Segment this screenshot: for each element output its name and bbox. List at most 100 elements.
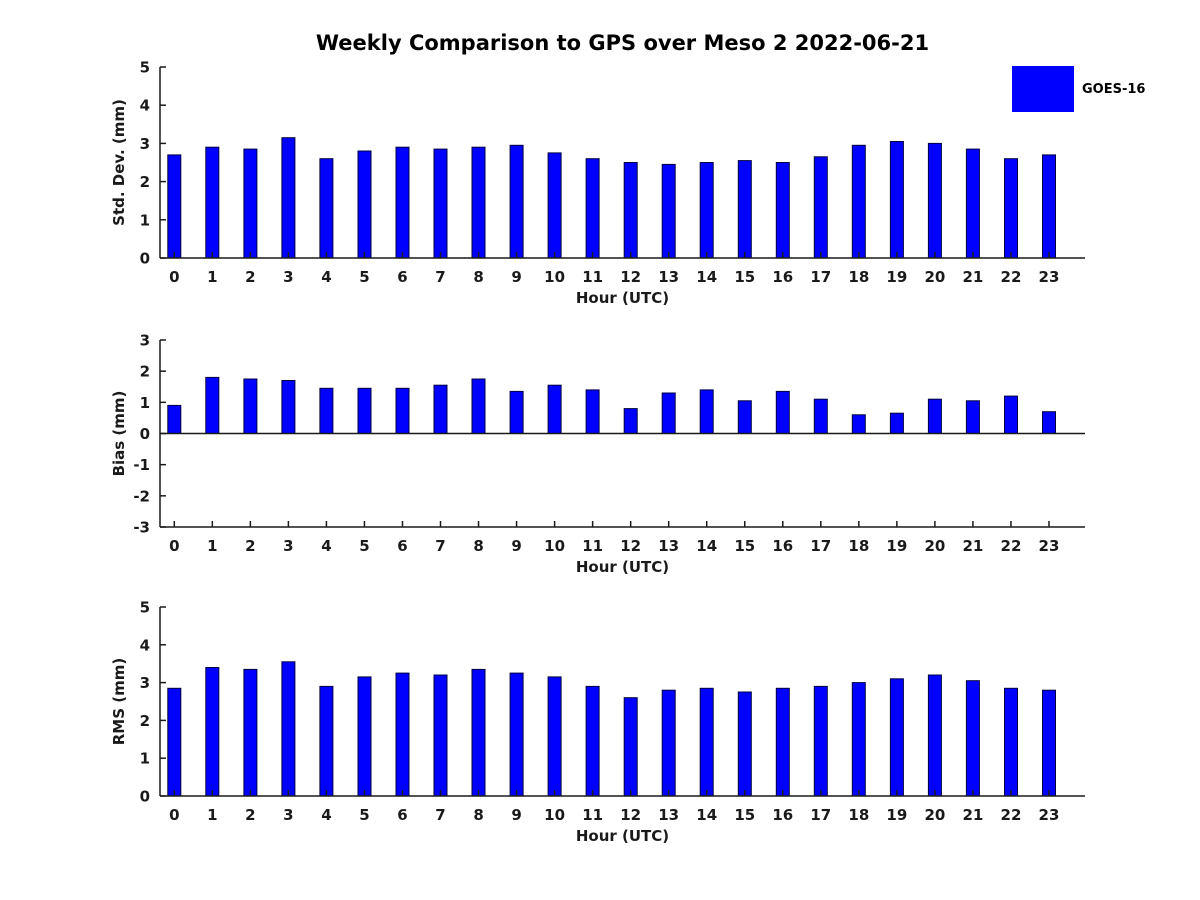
x-tick-label: 9 (511, 537, 521, 555)
rms-bar-0 (167, 687, 182, 797)
x-tick-label: 12 (620, 537, 641, 555)
bias-bar-8 (471, 378, 486, 434)
rms-bar-18 (851, 682, 866, 797)
x-tick-label: 5 (359, 268, 369, 286)
y-tick-label: 1 (140, 394, 150, 412)
x-tick-label: 20 (924, 806, 945, 824)
x-tick-label: 18 (848, 537, 869, 555)
bias-bar-23 (1042, 411, 1056, 435)
y-tick-label: 2 (140, 712, 150, 730)
bias-bar-1 (205, 376, 220, 434)
x-tick-label: 5 (359, 537, 369, 555)
x-tick-label: 1 (207, 537, 217, 555)
x-tick-label: 6 (397, 806, 407, 824)
std-dev-bar-2 (243, 148, 258, 259)
y-tick-label: 2 (140, 173, 150, 191)
std-dev-bar-0 (167, 154, 182, 259)
x-tick-label: 17 (810, 268, 831, 286)
rms-bar-8 (471, 668, 486, 797)
rms-bar-21 (965, 680, 980, 797)
std-dev-bar-22 (1004, 158, 1018, 259)
x-tick-label: 1 (207, 806, 217, 824)
bias-bar-18 (851, 414, 866, 434)
x-tick-label: 2 (245, 537, 255, 555)
y-tick-label: 0 (140, 425, 150, 443)
rms-bar-19 (889, 678, 904, 797)
x-tick-label: 4 (321, 537, 331, 555)
y-axis-label: Std. Dev. (mm) (110, 99, 128, 226)
legend: GOES-16 (1012, 66, 1145, 112)
rms-bar-13 (661, 689, 676, 797)
x-tick-label: 20 (924, 268, 945, 286)
x-tick-label: 22 (1001, 268, 1022, 286)
x-axis-label: Hour (UTC) (576, 558, 669, 576)
y-tick-label: 4 (140, 97, 150, 115)
rms-bar-16 (775, 687, 790, 797)
x-tick-label: 11 (582, 806, 603, 824)
x-tick-label: 23 (1039, 806, 1060, 824)
x-tick-label: 17 (810, 537, 831, 555)
std-dev-bar-15 (737, 160, 752, 259)
bias-bar-11 (585, 389, 600, 434)
y-tick-label: 3 (140, 674, 150, 692)
x-tick-label: 8 (473, 806, 483, 824)
rms-bar-12 (623, 697, 638, 797)
rms-bar-1 (205, 667, 220, 797)
bias-bar-20 (927, 398, 942, 435)
rms-bar-11 (585, 685, 600, 797)
x-tick-label: 7 (435, 537, 445, 555)
std-dev-bar-19 (889, 141, 904, 259)
rms-bar-7 (433, 674, 448, 797)
y-tick-label: 1 (140, 750, 150, 768)
x-tick-label: 14 (696, 537, 717, 555)
x-tick-label: 0 (169, 537, 179, 555)
std-dev-bar-16 (775, 162, 790, 259)
y-tick-label: 5 (140, 59, 150, 77)
x-tick-label: 15 (734, 806, 755, 824)
std-dev-bar-3 (281, 137, 296, 259)
std-dev-bar-7 (433, 148, 448, 259)
x-tick-label: 14 (696, 806, 717, 824)
y-tick-label: 0 (140, 788, 150, 806)
std-dev-bar-20 (927, 142, 942, 259)
y-tick-label: -2 (133, 487, 150, 505)
x-tick-label: 17 (810, 806, 831, 824)
std-dev-bar-17 (813, 156, 828, 259)
bias-bar-10 (547, 384, 562, 435)
x-tick-label: 19 (886, 806, 907, 824)
x-tick-label: 9 (511, 268, 521, 286)
y-tick-label: -3 (133, 519, 150, 537)
x-tick-label: 0 (169, 806, 179, 824)
x-tick-label: 21 (962, 537, 983, 555)
x-tick-label: 1 (207, 268, 217, 286)
x-tick-label: 15 (734, 537, 755, 555)
bias-bar-3 (281, 380, 296, 434)
bias-bar-15 (737, 400, 752, 434)
bias-bar-17 (813, 398, 828, 435)
x-tick-label: 22 (1001, 806, 1022, 824)
bias-bar-2 (243, 378, 258, 434)
x-tick-label: 6 (397, 537, 407, 555)
x-tick-label: 13 (658, 268, 679, 286)
x-tick-label: 15 (734, 268, 755, 286)
bias-bar-22 (1004, 395, 1018, 435)
x-tick-label: 16 (772, 268, 793, 286)
std-dev-bar-13 (661, 163, 676, 259)
x-tick-label: 5 (359, 806, 369, 824)
bias-bar-14 (699, 389, 714, 434)
x-tick-label: 23 (1039, 537, 1060, 555)
rms-bar-4 (319, 685, 334, 797)
y-tick-label: -1 (133, 456, 150, 474)
rms-bar-2 (243, 668, 258, 797)
y-tick-label: 1 (140, 211, 150, 229)
x-tick-label: 16 (772, 537, 793, 555)
std-dev-bar-9 (509, 144, 524, 259)
bias-bar-7 (433, 384, 448, 435)
x-tick-label: 12 (620, 806, 641, 824)
rms-bar-5 (357, 676, 372, 797)
x-tick-label: 8 (473, 537, 483, 555)
x-tick-label: 0 (169, 268, 179, 286)
std-dev-bar-6 (395, 146, 410, 259)
y-tick-label: 3 (140, 135, 150, 153)
